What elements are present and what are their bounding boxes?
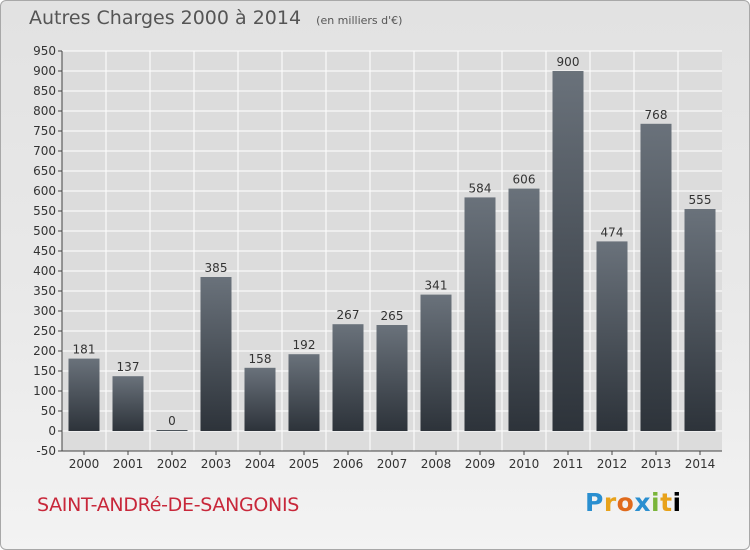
x-tick-label: 2009 — [465, 457, 496, 471]
x-tick-label: 2008 — [421, 457, 452, 471]
y-tick-label: 600 — [33, 184, 56, 198]
x-tick-label: 2005 — [289, 457, 320, 471]
data-label: 341 — [425, 279, 448, 293]
y-tick-label: 300 — [33, 304, 56, 318]
y-tick-label: 800 — [33, 104, 56, 118]
data-label: 158 — [249, 352, 272, 366]
y-tick-label: 250 — [33, 324, 56, 338]
x-tick-label: 2000 — [69, 457, 100, 471]
data-label: 474 — [601, 225, 624, 239]
y-tick-label: 700 — [33, 144, 56, 158]
data-label: 606 — [513, 173, 536, 187]
proxiti-logo: Proxiti — [585, 488, 682, 517]
logo-letter: o — [616, 488, 635, 517]
x-tick-label: 2001 — [113, 457, 144, 471]
chart-subtitle: (en milliers d'€) — [316, 14, 403, 27]
y-tick-label: 50 — [41, 404, 56, 418]
y-tick-label: 500 — [33, 224, 56, 238]
bar — [420, 294, 452, 431]
y-tick-label: 550 — [33, 204, 56, 218]
x-tick-label: 2003 — [201, 457, 232, 471]
logo-letter: r — [603, 488, 617, 517]
y-tick-label: 900 — [33, 64, 56, 78]
y-tick-label: 350 — [33, 284, 56, 298]
y-tick-label: 650 — [33, 164, 56, 178]
data-label: 181 — [73, 343, 96, 357]
bar — [200, 277, 232, 431]
y-tick-label: 150 — [33, 364, 56, 378]
bar — [464, 197, 496, 431]
bar — [332, 324, 364, 431]
data-label: 900 — [557, 55, 580, 69]
data-label: 137 — [117, 360, 140, 374]
x-tick-label: 2004 — [245, 457, 276, 471]
x-tick-label: 2014 — [685, 457, 716, 471]
y-tick-label: 750 — [33, 124, 56, 138]
bar — [552, 71, 584, 431]
y-tick-label: 0 — [48, 424, 56, 438]
bar — [376, 325, 408, 431]
bar — [684, 209, 716, 431]
y-tick-label: 850 — [33, 84, 56, 98]
commune-name: SAINT-ANDRé-DE-SANGONIS — [37, 494, 300, 516]
logo-letter: t — [660, 488, 673, 517]
data-label: 385 — [205, 261, 228, 275]
bar — [244, 367, 276, 431]
chart-title: Autres Charges 2000 à 2014 — [29, 7, 302, 29]
bar — [640, 123, 672, 432]
x-tick-label: 2002 — [157, 457, 188, 471]
x-tick-label: 2012 — [597, 457, 628, 471]
data-label: 768 — [645, 108, 668, 122]
y-tick-label: 200 — [33, 344, 56, 358]
bar — [68, 358, 100, 431]
logo-letter: P — [585, 488, 604, 517]
y-tick-label: 400 — [33, 264, 56, 278]
bar — [596, 241, 628, 431]
y-tick-label: 100 — [33, 384, 56, 398]
y-tick-label: 450 — [33, 244, 56, 258]
bar — [156, 430, 188, 431]
x-tick-label: 2006 — [333, 457, 364, 471]
bar — [112, 376, 144, 431]
data-label: 555 — [689, 193, 712, 207]
y-tick-label: 950 — [33, 44, 56, 58]
x-tick-label: 2013 — [641, 457, 672, 471]
x-tick-label: 2007 — [377, 457, 408, 471]
data-label: 267 — [337, 308, 360, 322]
data-label: 192 — [293, 338, 316, 352]
bar — [508, 188, 540, 431]
title-row: Autres Charges 2000 à 2014 (en milliers … — [29, 7, 402, 29]
bar — [288, 354, 320, 431]
logo-letter: i — [672, 488, 682, 517]
logo-letter: i — [651, 488, 661, 517]
data-label: 0 — [168, 414, 176, 428]
data-label: 584 — [469, 181, 492, 195]
data-label: 265 — [381, 309, 404, 323]
logo-letter: x — [634, 488, 651, 517]
x-tick-label: 2010 — [509, 457, 540, 471]
x-tick-label: 2011 — [553, 457, 584, 471]
y-tick-label: -50 — [36, 444, 56, 458]
